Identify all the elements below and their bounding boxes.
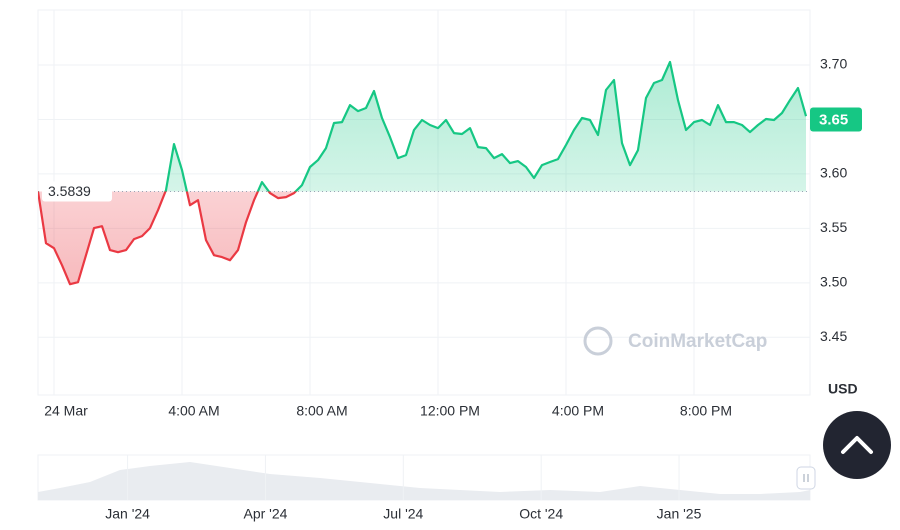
- baseline-label-box: [42, 181, 112, 202]
- navigator-label: Oct '24: [519, 506, 563, 522]
- navigator-label: Jan '24: [105, 506, 150, 522]
- y-tick-label: 3.60: [820, 165, 847, 181]
- current-price-label: 3.65: [819, 111, 848, 128]
- x-tick-label: 12:00 PM: [420, 403, 480, 419]
- navigator-area: [38, 462, 810, 500]
- baseline-label: 3.5839: [48, 183, 91, 199]
- navigator: [37, 454, 816, 501]
- scroll-top-button[interactable]: [823, 411, 891, 479]
- watermark-logo: [583, 326, 613, 356]
- watermark: CoinMarketCap: [628, 331, 767, 352]
- y-tick-label: 3.50: [820, 274, 847, 290]
- x-tick-label: 8:00 AM: [296, 403, 347, 419]
- navigator-label: Jul '24: [383, 506, 423, 522]
- plot-frame: [37, 9, 811, 396]
- navigator-label: Jan '25: [657, 506, 702, 522]
- x-tick-label: 4:00 PM: [552, 403, 604, 419]
- x-tick-label: 4:00 AM: [168, 403, 219, 419]
- chevron-icon: [841, 436, 873, 454]
- plot-layer: 3.45 3.50 3.55 3.60 3.65 3.70 24 Mar 4:00 AM 8:0…: [38, 10, 847, 419]
- y-tick-label: 3.55: [820, 219, 847, 235]
- area-down: [38, 191, 806, 285]
- x-tick-label: 24 Mar: [44, 403, 88, 419]
- y-tick-label: 3.45: [820, 328, 847, 344]
- button-circle[interactable]: [823, 411, 891, 479]
- current-price-box: [810, 107, 862, 132]
- y-tick-label: 3.70: [820, 56, 847, 72]
- y-axis-label: USD: [828, 381, 858, 397]
- navigator-handle[interactable]: [796, 466, 816, 490]
- navigator-label: Apr '24: [244, 506, 288, 522]
- area-up: [38, 62, 806, 192]
- price-line-up: [38, 60, 808, 192]
- x-tick-label: 8:00 PM: [680, 403, 732, 419]
